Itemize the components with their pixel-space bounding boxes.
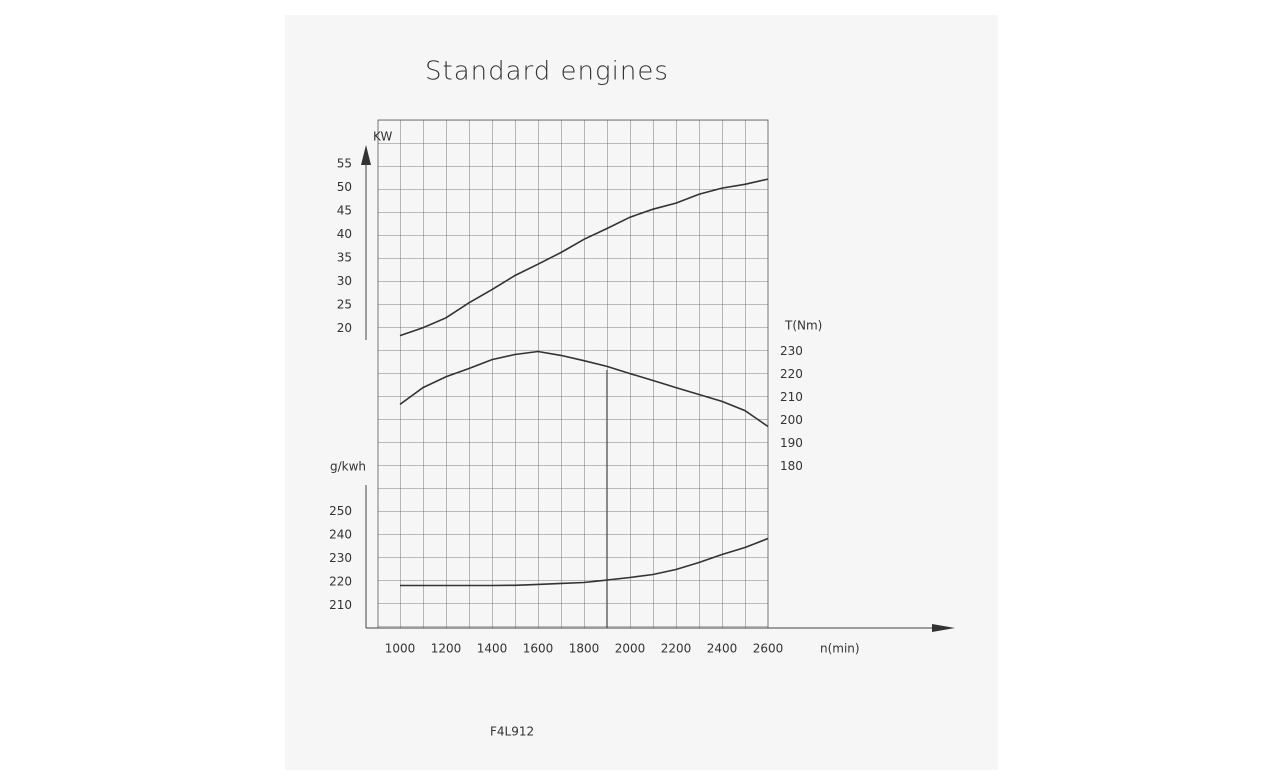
y-tick-label: 200 bbox=[780, 413, 803, 427]
y-tick-label: 230 bbox=[329, 551, 352, 565]
y-tick-label: 45 bbox=[337, 204, 352, 218]
y-tick-label: 190 bbox=[780, 436, 803, 450]
x-tick-label: 2600 bbox=[753, 642, 784, 656]
y-tick-label: 240 bbox=[329, 528, 352, 542]
line bbox=[399, 350, 769, 428]
chart-title: Standard engines bbox=[425, 57, 669, 87]
axis-arrow bbox=[361, 145, 371, 165]
y-tick-label: 35 bbox=[337, 251, 352, 265]
y-tick-label: 40 bbox=[337, 227, 352, 241]
x-tick-label: 1200 bbox=[431, 642, 462, 656]
x-tick-label: 2000 bbox=[615, 642, 646, 656]
axis-arrow bbox=[932, 624, 955, 632]
y-tick-label: 180 bbox=[780, 459, 803, 473]
y-tick-label: 220 bbox=[329, 575, 352, 589]
y-tick-label: 20 bbox=[337, 321, 352, 335]
x-tick-label: 1400 bbox=[477, 642, 508, 656]
y-tick-label: 250 bbox=[329, 504, 352, 518]
y-axis-label: KW bbox=[373, 130, 392, 144]
y-tick-label: 30 bbox=[337, 274, 352, 288]
line bbox=[400, 537, 769, 587]
grid bbox=[377, 119, 769, 629]
line bbox=[399, 178, 769, 337]
x-tick-label: 1000 bbox=[385, 642, 416, 656]
y-tick-label: 230 bbox=[780, 344, 803, 358]
x-tick-label: 1800 bbox=[569, 642, 600, 656]
y-tick-label: 210 bbox=[329, 598, 352, 612]
y-tick-label: 50 bbox=[337, 180, 352, 194]
annotation: F4L912 bbox=[490, 725, 534, 739]
x-tick-label: 2400 bbox=[707, 642, 738, 656]
y-axis-label: T(Nm) bbox=[784, 319, 822, 333]
x-tick-label: 1600 bbox=[523, 642, 554, 656]
y-axis-label: g/kwh bbox=[330, 460, 366, 474]
y-tick-label: 210 bbox=[780, 390, 803, 404]
x-axis-label: n(min) bbox=[820, 642, 860, 656]
y-tick-label: 25 bbox=[337, 298, 352, 312]
x-tick-label: 2200 bbox=[661, 642, 692, 656]
y-tick-label: 55 bbox=[337, 157, 352, 171]
y-tick-label: 220 bbox=[780, 367, 803, 381]
